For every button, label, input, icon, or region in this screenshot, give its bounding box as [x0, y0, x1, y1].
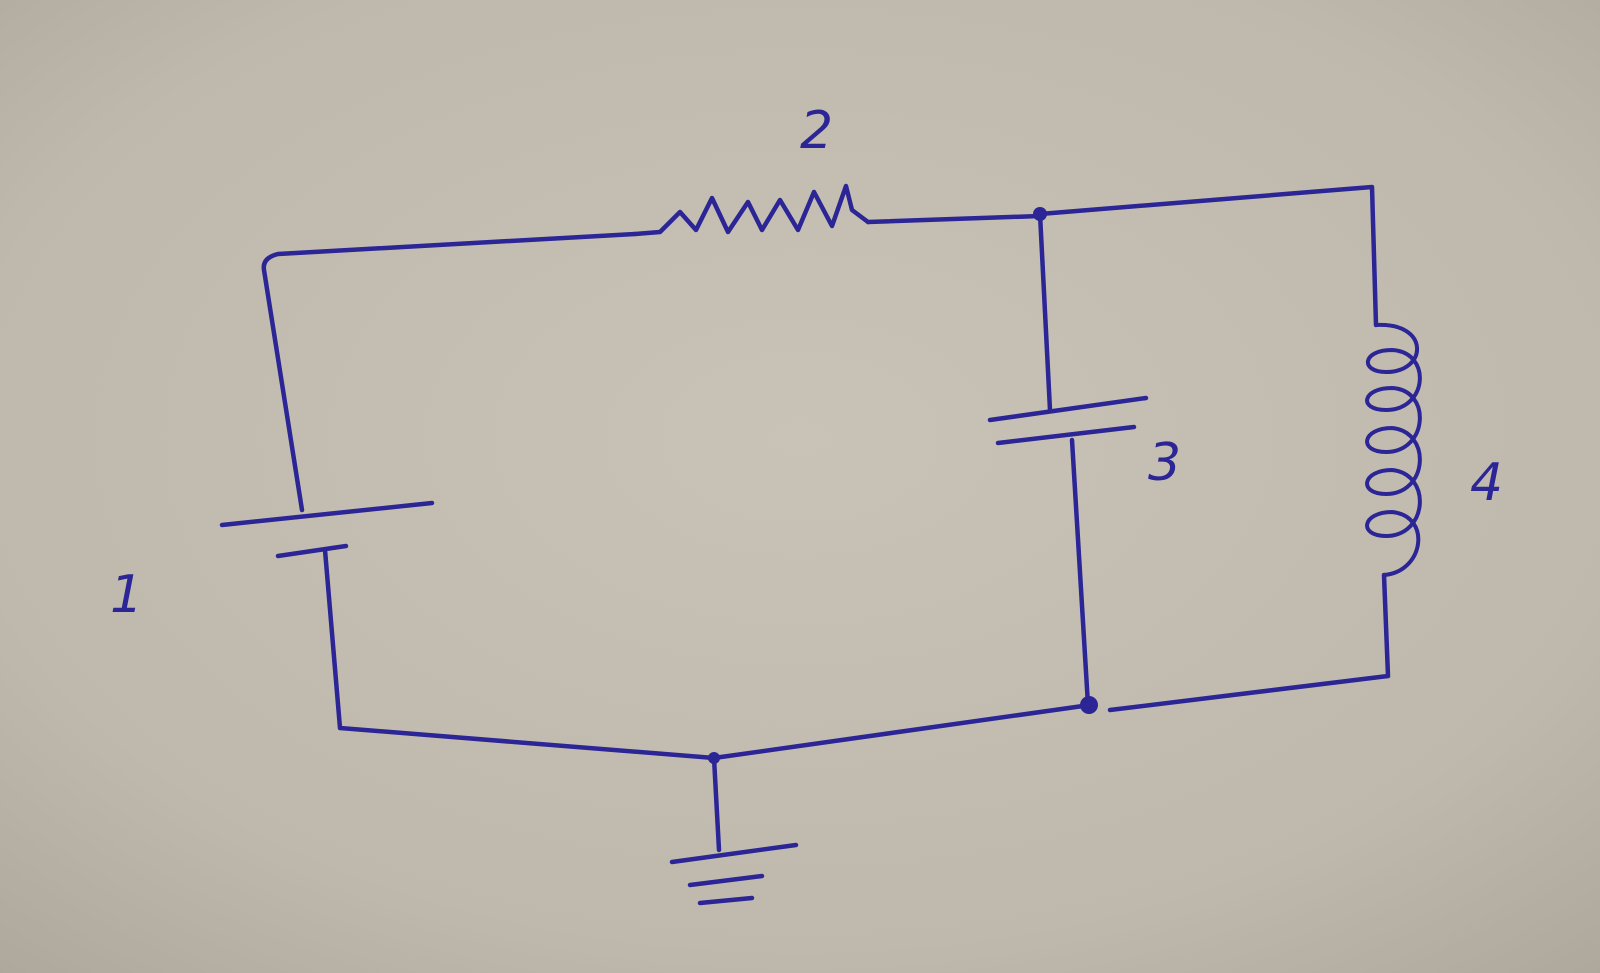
wire-top-right: [1037, 184, 1379, 328]
wire-left-bottom: [322, 547, 1093, 761]
node-ground-junction: [708, 752, 720, 764]
node-bottom-junction: [1080, 696, 1098, 714]
ground-symbol: [669, 842, 799, 906]
wire-capacitor-to-bottom: [1069, 437, 1091, 708]
ground-line-1: [669, 842, 799, 865]
capacitor-top-plate: [987, 395, 1149, 423]
battery-short-plate: [275, 543, 349, 559]
resistor-symbol: [632, 183, 871, 237]
capacitor-label: 3: [1148, 433, 1181, 493]
inductor-symbol: [1365, 322, 1422, 577]
wire-inductor-bottom: [1107, 572, 1391, 713]
ground-line-2: [687, 873, 765, 888]
inductor-label: 4: [1470, 453, 1503, 513]
wires: [261, 184, 1391, 853]
battery-long-plate: [219, 500, 435, 528]
battery-symbol: [219, 500, 435, 559]
capacitor-symbol: [987, 395, 1149, 446]
resistor-label: 2: [800, 101, 833, 161]
wire-left-top: [261, 231, 638, 513]
resistor-zigzag: [632, 183, 871, 237]
battery-label: 1: [110, 565, 143, 625]
capacitor-bottom-plate: [995, 424, 1137, 446]
node-top-junction: [1033, 207, 1047, 221]
wire-ground-stem: [711, 755, 722, 853]
wire-resistor-to-node: [865, 213, 1043, 225]
inductor-coil: [1365, 322, 1422, 577]
ground-line-3: [697, 895, 755, 906]
wire-node-to-capacitor: [1037, 211, 1053, 413]
